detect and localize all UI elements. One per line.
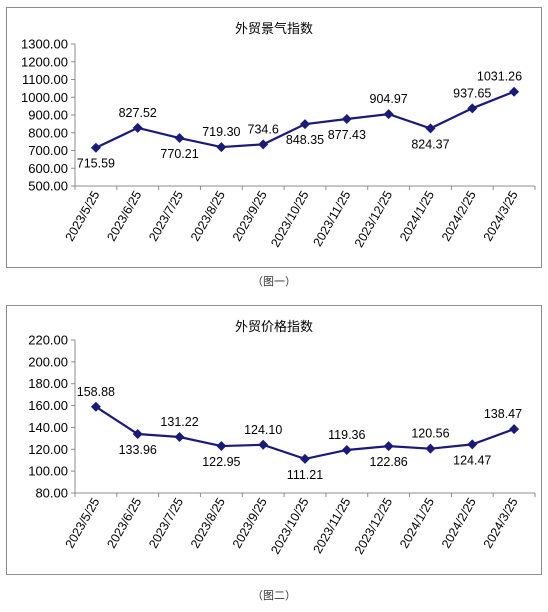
x-tick-label: 2023/9/25: [230, 188, 270, 243]
series-line: [95, 405, 515, 461]
data-point-marker: [132, 429, 143, 440]
line-chart-trade-price-index: 80.00 100.00 120.00 140.00 160.00 180.00 200.0…: [28, 333, 536, 557]
data-label: 719.30: [202, 125, 240, 139]
data-point-marker: [300, 119, 310, 130]
x-tick-label: 2023/12/25: [352, 495, 395, 556]
line-chart-trade-climate-index: 500.00 600.00 700.00 800.00 900.00 1000.00 110…: [21, 37, 536, 250]
data-label: 824.37: [411, 137, 449, 151]
y-tick-label: 1000.00: [21, 90, 68, 105]
y-tick-label: 1200.00: [21, 54, 68, 69]
chart-title: 外贸景气指数: [234, 22, 313, 37]
data-point-marker: [383, 109, 394, 120]
data-point-marker: [425, 123, 436, 134]
y-tick-label: 500.00: [28, 179, 68, 194]
y-tick-label: 1300.00: [21, 37, 68, 52]
data-label: 138.47: [484, 407, 522, 421]
x-tick-label: 2024/2/25: [439, 495, 479, 550]
data-label: 131.22: [160, 415, 198, 429]
x-tick-label: 2023/5/25: [63, 188, 103, 243]
x-tick-label: 2023/8/25: [188, 188, 228, 243]
x-tick-label: 2024/3/25: [481, 495, 521, 550]
data-point-marker: [258, 439, 269, 450]
data-label: 111.21: [287, 468, 323, 482]
data-point-marker: [216, 441, 227, 452]
y-tick-label: 700.00: [28, 143, 68, 158]
x-tick-label: 2023/7/25: [146, 188, 186, 243]
data-label: 124.10: [244, 423, 282, 437]
data-label: 904.97: [370, 92, 408, 106]
data-label: 124.47: [453, 453, 491, 467]
data-label: 877.43: [328, 128, 366, 142]
x-tick-label: 2024/1/25: [397, 188, 437, 243]
data-label: 770.21: [160, 147, 198, 161]
y-tick-label: 160.00: [28, 398, 68, 413]
data-point-marker: [174, 432, 185, 443]
x-tick-label: 2024/3/25: [481, 188, 521, 243]
y-tick-label: 100.00: [28, 464, 68, 479]
data-point-marker: [300, 453, 310, 464]
x-tick-label: 2023/11/25: [310, 495, 353, 555]
y-tick-label: 900.00: [28, 108, 68, 123]
data-point-marker: [383, 441, 394, 452]
data-label: 158.88: [77, 385, 115, 399]
chart-panel-trade-price-index: 外贸价格指数 80.00 100.00 120.00 140.00 160.00 180.…: [6, 305, 542, 575]
y-tick-label: 200.00: [28, 354, 68, 369]
x-tick-label: 2023/10/25: [268, 495, 311, 556]
data-label: 122.95: [202, 455, 240, 469]
data-label: 937.65: [453, 86, 491, 100]
chart-panel-trade-climate-index: 外贸景气指数 500.00 600.00 700.00 800.00 900.00 100…: [6, 7, 542, 268]
x-tick-label: 2024/2/25: [439, 188, 479, 243]
figure-caption-1: （图一）: [252, 275, 296, 288]
x-tick-label: 2023/6/25: [104, 495, 144, 550]
data-point-marker: [425, 443, 436, 454]
data-label: 734.6: [248, 122, 279, 136]
y-tick-label: 800.00: [28, 125, 68, 140]
x-tick-label: 2023/7/25: [146, 495, 186, 550]
y-tick-label: 120.00: [28, 442, 68, 457]
y-tick-label: 600.00: [28, 161, 68, 176]
data-label: 119.36: [328, 428, 365, 442]
data-point-marker: [467, 103, 478, 114]
data-point-marker: [132, 122, 143, 133]
y-tick-label: 140.00: [28, 420, 68, 435]
y-tick-label: 1100.00: [22, 72, 68, 87]
data-label: 120.56: [411, 427, 449, 441]
y-tick-label: 180.00: [28, 376, 68, 391]
x-tick-label: 2023/5/25: [63, 495, 103, 550]
data-point-marker: [509, 86, 520, 97]
data-point-marker: [216, 142, 227, 153]
x-tick-label: 2023/6/25: [104, 188, 144, 243]
data-label: 715.59: [77, 157, 115, 171]
x-tick-label: 2023/10/25: [268, 188, 311, 249]
x-tick-label: 2024/1/25: [397, 495, 437, 550]
chart-title: 外贸价格指数: [234, 320, 313, 335]
data-point-marker: [90, 142, 101, 153]
x-tick-label: 2023/9/25: [230, 495, 270, 550]
data-point-marker: [174, 133, 185, 144]
data-label: 133.96: [119, 443, 157, 457]
x-tick-label: 2023/11/25: [310, 188, 353, 248]
data-point-marker: [509, 424, 520, 435]
x-tick-label: 2023/12/25: [352, 188, 395, 249]
data-label: 848.35: [286, 133, 324, 147]
data-label: 1031.26: [477, 70, 522, 84]
data-point-marker: [341, 114, 352, 125]
data-point-marker: [90, 401, 101, 412]
data-point-marker: [341, 444, 352, 455]
x-tick-label: 2023/8/25: [188, 495, 228, 550]
y-tick-label: 80.00: [35, 486, 68, 501]
data-point-marker: [467, 439, 478, 450]
data-label: 827.52: [119, 106, 157, 120]
data-label: 122.86: [370, 455, 408, 469]
y-tick-label: 220.00: [28, 333, 68, 348]
figure-caption-2: （图二）: [252, 589, 296, 602]
data-point-marker: [258, 139, 269, 150]
